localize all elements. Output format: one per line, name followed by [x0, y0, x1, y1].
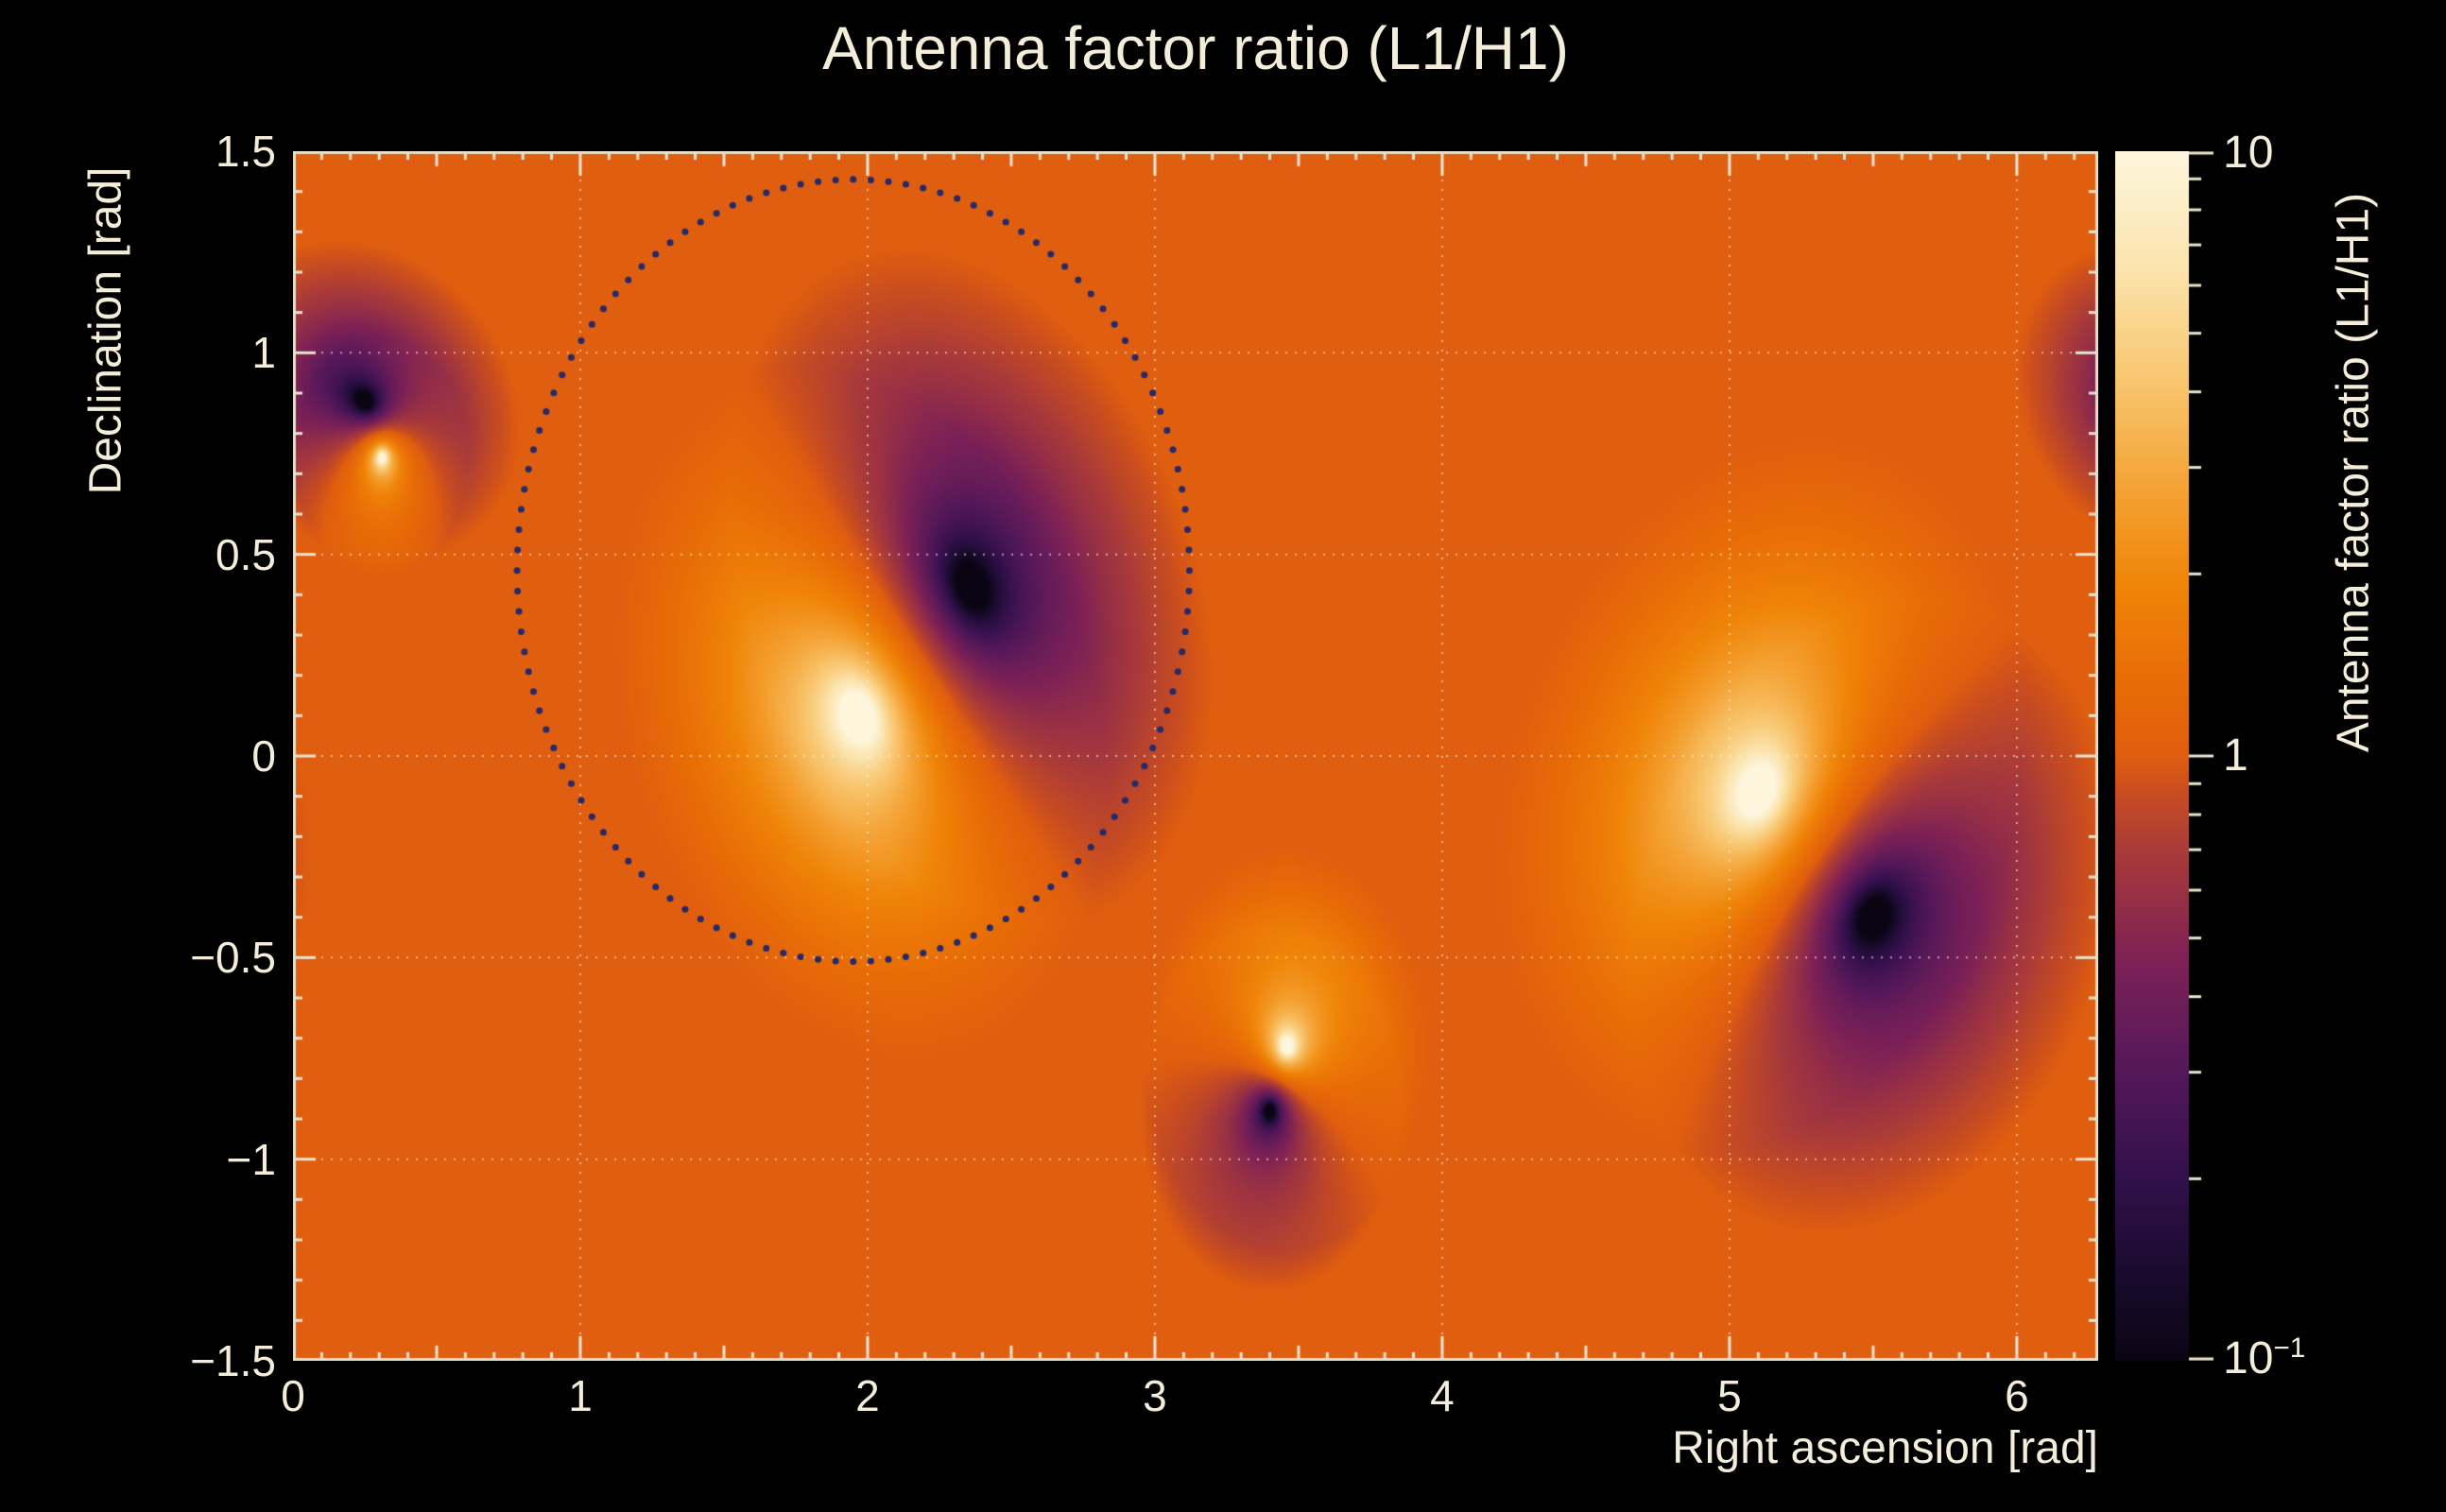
- y-tick-label: −1.5: [190, 1336, 276, 1385]
- colorbar-canvas: [2115, 151, 2229, 1361]
- x-tick-label: 3: [1143, 1371, 1167, 1420]
- x-tick-label: 2: [855, 1371, 880, 1420]
- y-tick-label: −1: [226, 1134, 276, 1184]
- y-tick-label: 0: [251, 731, 276, 781]
- y-tick-label: 1.5: [215, 127, 276, 176]
- colorbar-tick-label: 10−1: [2223, 1332, 2306, 1383]
- y-tick-label: −0.5: [190, 933, 276, 983]
- colorbar-title: Antenna factor ratio (L1/H1): [2328, 192, 2379, 753]
- y-tick-label: 1: [251, 328, 276, 378]
- colorbar-tick-label: 1: [2223, 730, 2248, 781]
- x-tick-label: 5: [1717, 1371, 1742, 1420]
- x-tick-label: 0: [281, 1371, 305, 1420]
- chart-title: Antenna factor ratio (L1/H1): [822, 14, 1569, 82]
- x-tick-label: 6: [2005, 1371, 2029, 1420]
- x-tick-label: 4: [1430, 1371, 1455, 1420]
- colorbar-tick-label: 10: [2223, 128, 2274, 178]
- x-axis-title: Right ascension [rad]: [1672, 1423, 2098, 1473]
- y-tick-label: 0.5: [215, 529, 276, 579]
- heatmap-canvas: [293, 151, 2098, 1361]
- x-tick-label: 1: [568, 1371, 593, 1420]
